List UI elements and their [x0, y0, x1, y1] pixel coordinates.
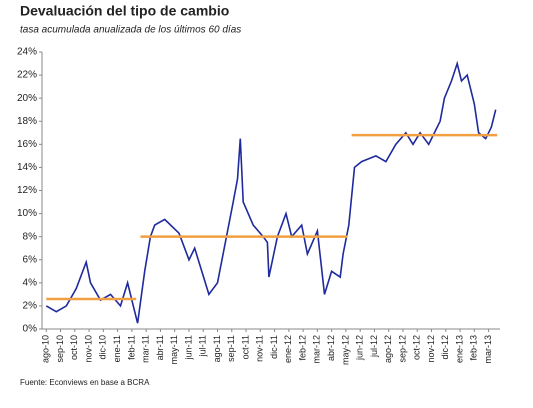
x-tick-label: jul-12: [369, 335, 379, 358]
x-tick-label: nov-11: [255, 335, 265, 362]
x-tick-label: ago-11: [212, 335, 222, 362]
x-tick-label: mar-13: [483, 335, 493, 364]
x-tick-label: may-11: [169, 335, 179, 364]
x-tick-label: jun-12: [355, 335, 365, 361]
x-tick-label: sep-11: [226, 335, 236, 362]
y-tick-label: 16%: [17, 139, 37, 150]
x-tick-label: ago-10: [41, 335, 51, 363]
x-tick-label: dic-11: [269, 335, 279, 359]
x-tick-label: jun-11: [183, 335, 193, 360]
y-tick-label: 10%: [17, 208, 37, 219]
x-tick-label: mar-11: [141, 335, 151, 363]
x-tick-label: may-12: [340, 335, 350, 365]
chart-subtitle: tasa acumulada anualizada de los últimos…: [20, 25, 241, 36]
y-tick-label: 8%: [23, 231, 38, 242]
x-tick-label: ene-11: [112, 335, 122, 362]
x-tick-label: feb-13: [469, 335, 479, 361]
x-tick-label: oct-12: [412, 335, 422, 360]
y-tick-label: 4%: [23, 277, 38, 288]
x-tick-label: ago-12: [383, 335, 393, 363]
y-tick-label: 22%: [17, 70, 37, 81]
x-tick-label: nov-12: [426, 335, 436, 363]
y-tick-label: 6%: [23, 254, 38, 265]
x-tick-label: jul-11: [198, 335, 208, 357]
x-tick-label: dic-10: [98, 335, 108, 360]
x-tick-label: nov-10: [83, 335, 93, 363]
y-tick-label: 18%: [17, 116, 37, 127]
x-tick-label: feb-11: [126, 335, 136, 360]
x-tick-label: ene-12: [283, 335, 293, 363]
y-tick-label: 14%: [17, 162, 37, 173]
y-tick-label: 24%: [17, 47, 37, 58]
data-line: [45, 60, 497, 324]
x-tick-label: feb-12: [297, 335, 307, 361]
y-tick-label: 12%: [17, 185, 37, 196]
y-tick-label: 0%: [23, 324, 38, 335]
y-tick-label: 2%: [23, 301, 38, 312]
x-tick-label: abr-11: [155, 335, 165, 360]
x-tick-label: sep-12: [397, 335, 407, 363]
x-tick-label: dic-12: [440, 335, 450, 360]
x-tick-label: oct-11: [240, 335, 250, 359]
x-tick-label: mar-12: [312, 335, 322, 364]
x-tick-label: abr-12: [326, 335, 336, 361]
y-tick-label: 20%: [17, 93, 37, 104]
chart-title: Devaluación del tipo de cambio: [20, 3, 229, 19]
source: Fuente: Econviews en base a BCRA: [20, 378, 150, 387]
x-tick-label: oct-10: [69, 335, 79, 360]
x-tick-label: ene-13: [454, 335, 464, 363]
x-tick-label: sep-10: [55, 335, 65, 363]
